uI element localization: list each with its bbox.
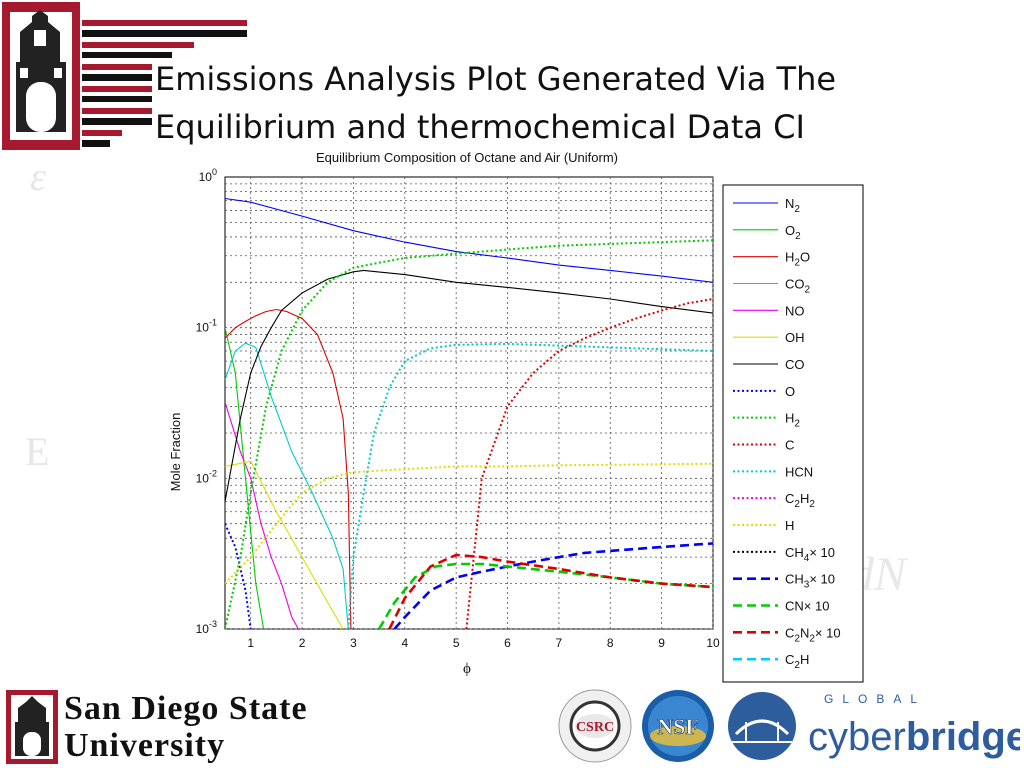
legend-label: CO2 [785,277,811,296]
series-line-0 [225,197,713,283]
equilibrium-composition-chart: Equilibrium Composition of Octane and Ai… [168,150,864,683]
series-line-12 [225,462,713,585]
series-line-9 [465,298,713,629]
legend-label: CH3× 10 [785,572,835,591]
partner-logos: CSRC NSF GLOBAL cyberbridges [558,689,1020,763]
series-line-4 [225,402,299,629]
nsf-logo-text: NSF [657,714,699,739]
svg-text:E: E [25,429,49,474]
x-tick-label: 10 [706,636,720,650]
series-lines [225,197,713,629]
x-tick-label: 3 [350,636,357,650]
legend-box [722,184,864,683]
svg-text:ε: ε [30,154,46,199]
x-tick-label: 7 [556,636,563,650]
series-line-1 [225,327,265,629]
series-line-8 [225,239,713,629]
y-tick-label: 10-2 [196,468,217,485]
legend-label: C2N2× 10 [785,625,841,644]
series-line-6 [225,269,713,502]
legend-label: C2H [785,652,809,671]
series-line-5 [225,460,344,629]
plot-frame [224,176,714,630]
legend-label: OH [785,330,805,345]
legend-label: HCN [785,464,813,479]
legend-label: CH4× 10 [785,545,835,564]
y-tick-label: 10-1 [196,318,217,335]
x-tick-label: 5 [453,636,460,650]
series-line-16 [388,553,713,629]
university-line2: University [64,727,226,764]
series-line-15 [377,562,713,629]
university-line1: San Diego State [64,690,308,727]
slide-title: Emissions Analysis Plot Generated Via Th… [155,55,975,151]
y-axis-label: Mole Fraction [168,413,183,492]
cyberbridges-logo: GLOBAL cyberbridges [728,692,1020,760]
y-tick-label: 10-3 [196,619,217,636]
slide-title-line1: Emissions Analysis Plot Generated Via Th… [155,60,837,98]
legend-label: CN× 10 [785,599,829,614]
csrc-logo: CSRC [558,689,632,763]
x-tick-label: 8 [607,636,614,650]
sdsu-tower-logo [2,2,80,150]
x-axis-label: ϕ [463,661,471,677]
legend-label: H2 [785,411,800,430]
cyberbridges-word-cyber: cyber [808,715,906,759]
x-tick-label: 9 [658,636,665,650]
cyberbridges-global-text: GLOBAL [824,692,926,706]
legend-label: C2H2 [785,491,815,510]
sdsu-footer-logo [6,690,58,764]
series-line-3 [225,342,349,629]
legend-label: H [785,518,794,533]
x-tick-label: 6 [504,636,511,650]
x-tick-label: 1 [247,636,254,650]
series-line-2 [225,308,352,629]
cyberbridges-word-bridges: bridges [906,715,1020,759]
legend-label: O2 [785,223,801,242]
y-tick-label: 100 [199,167,217,184]
chart-legend: N2 O2 H2O CO2 NO OH CO O H2 C HCN C2H2 H CH4× 10 CH3× … [722,184,864,683]
csrc-logo-text: CSRC [576,720,614,735]
svg-text:cyberbridges: cyberbridges [808,715,1020,759]
slide-title-line2: Equilibrium and thermochemical Data CI [155,108,805,146]
legend-label: N2 [785,196,800,215]
legend-label: O [785,384,795,399]
plot-area: 1 2 3 4 5 6 7 8 9 10 100 10-1 10-2 10-3 [196,167,720,650]
legend-label: NO [785,303,805,318]
legend-label: C [785,438,794,453]
x-tick-label: 4 [401,636,408,650]
legend-label: CO [785,357,805,372]
university-name: San Diego State University [64,690,308,764]
chart-title: Equilibrium Composition of Octane and Ai… [316,150,618,165]
x-tick-label: 2 [299,636,306,650]
nsf-logo: NSF [642,690,714,762]
header-stripes [82,20,247,147]
legend-label: H2O [785,250,810,269]
